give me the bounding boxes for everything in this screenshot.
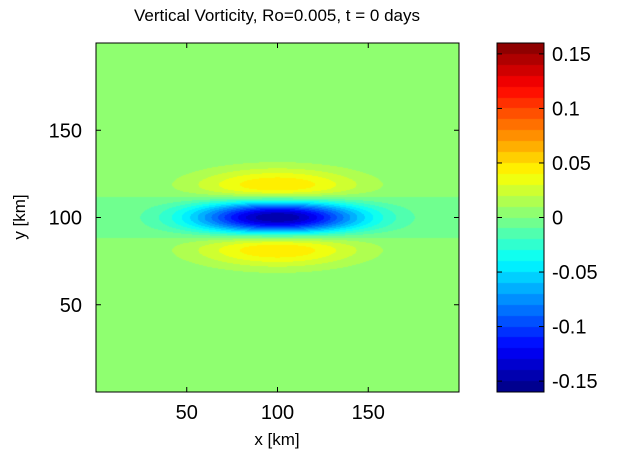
x-tick-label: 50 — [176, 402, 198, 424]
colorbar-gradient — [497, 43, 544, 392]
heatmap-image — [96, 43, 459, 392]
colorbar: 0.15 0.1 0.05 0 -0.05 -0.1 -0.15 — [496, 42, 598, 393]
colorbar-tick-label: -0.1 — [552, 317, 586, 339]
colorbar-tick-label: 0.15 — [552, 44, 591, 66]
y-axis: 50 100 150 — [49, 120, 459, 317]
y-tick-label: 50 — [60, 295, 82, 317]
colorbar-tick-label: -0.15 — [552, 371, 598, 393]
colorbar-tick-label: 0.1 — [552, 98, 580, 120]
colorbar-ticks: 0.15 0.1 0.05 0 -0.05 -0.1 -0.15 — [497, 44, 598, 393]
y-tick-label: 100 — [49, 208, 82, 230]
chart-title: Vertical Vorticity, Ro=0.005, t = 0 days — [134, 6, 420, 25]
colorbar-tick-label: -0.05 — [552, 262, 598, 284]
x-axis: 50 100 150 — [176, 43, 385, 424]
colorbar-tick-label: 0.05 — [552, 153, 591, 175]
y-tick-label: 150 — [49, 120, 82, 142]
x-tick-label: 150 — [352, 402, 385, 424]
y-axis-label: y [km] — [10, 194, 29, 239]
colorbar-tick-label: 0 — [552, 208, 563, 230]
heatmap-area — [95, 42, 460, 393]
x-axis-label: x [km] — [254, 430, 299, 449]
x-tick-label: 100 — [261, 402, 294, 424]
